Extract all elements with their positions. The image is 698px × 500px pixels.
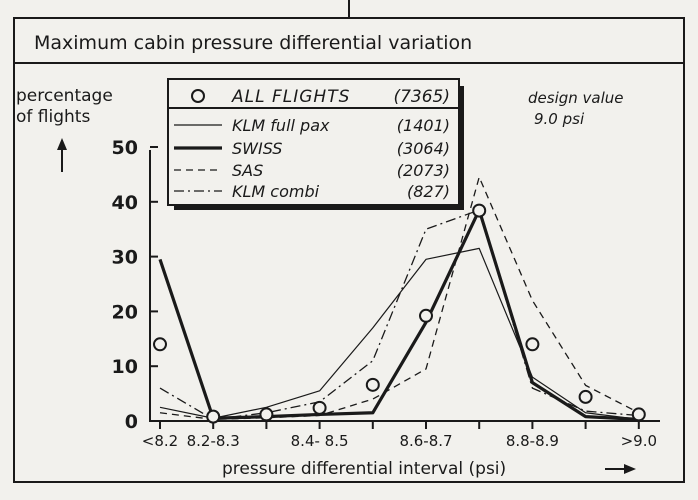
x-tick-label: <8.2 — [142, 432, 178, 450]
legend-count: (3064) — [397, 139, 450, 158]
x-axis-label: pressure differential interval (psi) — [222, 459, 506, 479]
series-line-sas — [159, 176, 640, 421]
legend-label: KLM full pax — [232, 116, 330, 135]
series-line-klm-full-pax — [159, 247, 639, 420]
y-tick-label: 20 — [112, 301, 138, 323]
y-axis-arrow — [57, 138, 67, 172]
legend-count: (2073) — [397, 161, 450, 180]
data-point-all-flights — [525, 337, 540, 352]
legend-count: (827) — [407, 182, 450, 201]
data-point-all-flights — [365, 377, 380, 392]
series-line-klm-combi — [159, 209, 639, 421]
chart-title: Maximum cabin pressure differential vari… — [34, 32, 472, 54]
annotation-line2: 9.0 psi — [534, 110, 585, 128]
y-tick-label: 30 — [112, 247, 138, 269]
data-point-all-flights — [206, 409, 221, 424]
x-tick-label: 8.2-8.3 — [187, 432, 240, 450]
legend-items: ALL FLIGHTS (7365) KLM full pax (1401) SWISS… — [174, 87, 450, 201]
data-point-all-flights — [472, 203, 487, 218]
legend-label: ALL FLIGHTS — [231, 87, 350, 107]
data-point-all-flights — [578, 389, 593, 404]
legend-marker-all-flights — [191, 89, 205, 103]
y-ticks: 0 10 20 30 40 50 — [112, 137, 158, 433]
y-tick-label: 10 — [112, 356, 138, 378]
x-tick-label: >9.0 — [621, 432, 657, 450]
legend: ALL FLIGHTS (7365) KLM full pax (1401) SWISS… — [167, 78, 464, 210]
data-point-all-flights — [419, 308, 433, 323]
y-tick-label: 0 — [125, 411, 138, 433]
legend-count: (1401) — [397, 116, 450, 135]
data-point-all-flights — [631, 407, 646, 422]
legend-box — [167, 78, 460, 206]
data-point-all-flights — [312, 400, 327, 415]
y-axis-label-line2: of flights — [16, 107, 90, 127]
legend-label: SWISS — [232, 139, 282, 158]
y-tick-label: 50 — [112, 137, 138, 159]
y-tick-label: 40 — [112, 192, 138, 214]
y-axis-label-line1: percentage — [16, 86, 113, 106]
x-tick-label: 8.4- 8.5 — [291, 432, 349, 450]
data-point-all-flights — [259, 407, 274, 422]
x-tick-label: 8.8-8.9 — [506, 432, 559, 450]
series-layer — [153, 176, 646, 424]
annotation-line1: design value — [528, 89, 624, 107]
x-ticks: <8.2 8.2-8.3 8.4- 8.5 8.6-8.7 8.8-8.9 >9.0 — [142, 421, 657, 450]
x-axis-arrow — [605, 464, 636, 474]
legend-count: (7365) — [393, 87, 450, 107]
data-point-all-flights — [153, 337, 167, 352]
x-tick-label: 8.6-8.7 — [399, 432, 452, 450]
legend-label: SAS — [232, 161, 263, 180]
series-line-swiss — [158, 208, 639, 421]
legend-label: KLM combi — [232, 182, 320, 201]
